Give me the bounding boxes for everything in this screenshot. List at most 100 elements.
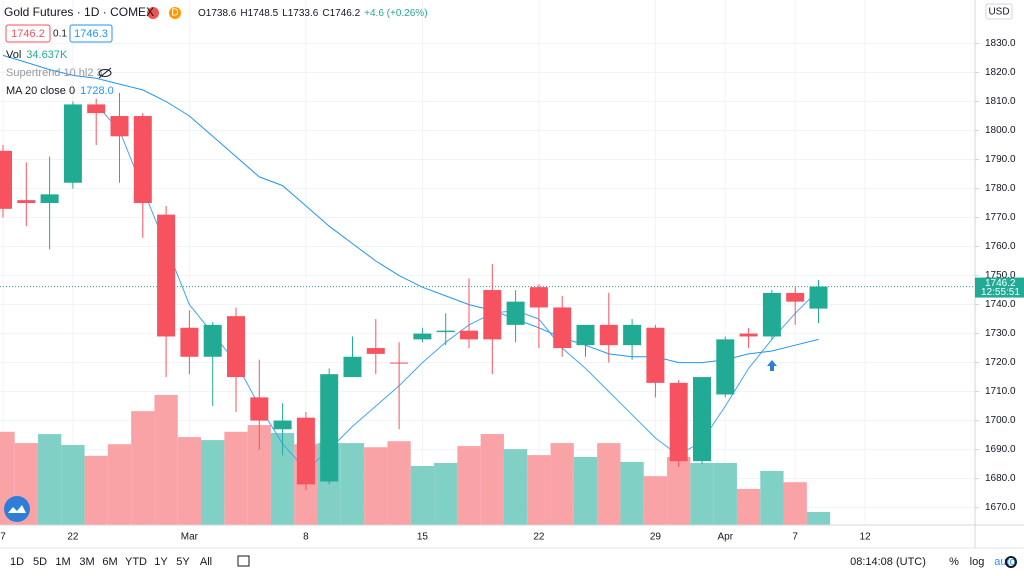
candle-body [529, 287, 548, 308]
volume-bar [457, 446, 481, 525]
x-tick-label: 22 [533, 532, 545, 543]
scale-button[interactable]: auto [994, 556, 1015, 568]
candle-body [366, 348, 385, 354]
calendar-icon[interactable] [237, 555, 250, 567]
candle-body [250, 397, 269, 421]
timeframe-button[interactable]: All [200, 556, 212, 568]
vol-value: 34.637K [26, 49, 68, 61]
volume-bar [340, 443, 365, 525]
ma-label: MA 20 close 0 [6, 85, 75, 97]
x-tick-label: 7 [792, 532, 798, 543]
timeframe-button[interactable]: 5Y [176, 556, 190, 568]
x-tick-label: 7 [0, 532, 6, 543]
y-tick-label: 1810.0 [985, 96, 1016, 107]
status-icon [147, 7, 159, 19]
volume-bar [480, 434, 504, 525]
y-tick-label: 1830.0 [985, 38, 1016, 49]
last-price-label: 1746.2 [985, 278, 1016, 289]
candle-body [320, 374, 339, 482]
eye-slash [98, 67, 112, 79]
buy-box[interactable] [69, 24, 113, 43]
supertrend-legend: Supertrend 10 hl2 3 [6, 67, 103, 79]
volume-bar [154, 395, 178, 525]
y-tick-label: 1730.0 [985, 328, 1016, 339]
x-tick-label: 15 [417, 532, 429, 543]
x-tick-label: 22 [67, 532, 79, 543]
ma-legend: MA 20 close 0 1728.0 [6, 85, 114, 97]
candle-body [716, 339, 735, 395]
candle-body [133, 116, 152, 204]
volume-bar [84, 455, 108, 525]
volume-bar [247, 425, 271, 525]
delay-letter: D [171, 8, 178, 19]
volume-bar [410, 466, 435, 525]
volume-bar [503, 449, 528, 525]
currency-box[interactable] [985, 3, 1013, 20]
candle-body [483, 290, 502, 340]
y-tick-label: 1800.0 [985, 125, 1016, 136]
candle-body [786, 292, 805, 302]
timeframe-button[interactable]: 5D [33, 556, 47, 568]
timeframe-button[interactable]: 3M [79, 556, 94, 568]
timeframe-button[interactable]: YTD [125, 556, 147, 568]
candle-body [623, 324, 642, 346]
candle-body [693, 377, 711, 462]
spread: 0.1 [53, 29, 67, 40]
volume-bar [224, 431, 248, 525]
y-tick-label: 1770.0 [985, 212, 1016, 223]
volume-bar [783, 482, 807, 525]
candle-body [809, 286, 828, 309]
y-tick-label: 1720.0 [985, 357, 1016, 368]
timeframe-button[interactable]: 1Y [154, 556, 168, 568]
ma-value: 1728.0 [80, 85, 114, 97]
timeframe-button[interactable]: 6M [102, 556, 117, 568]
eye-icon[interactable] [98, 69, 112, 77]
candle-body [599, 324, 618, 346]
ma-line [2, 54, 819, 364]
volume-bar [387, 441, 411, 525]
candle-body [203, 324, 222, 357]
bid: 1746.2 [11, 28, 45, 40]
candle-body [762, 292, 781, 337]
symbol-title: Gold Futures · 1D · COMEX [4, 5, 154, 19]
y-tick-label: 1740.0 [985, 299, 1016, 310]
candle-layer [0, 92, 828, 491]
volume-bar [713, 463, 737, 525]
candle-body [343, 356, 362, 378]
vol-legend: Vol 34.637K [6, 49, 68, 61]
volume-layer [0, 395, 831, 525]
close: C1746.2 [322, 8, 360, 19]
candle-body [180, 327, 199, 357]
candle-body [87, 104, 106, 114]
settings-icon[interactable] [1005, 556, 1017, 568]
vol-label: Vol [6, 49, 21, 61]
candle-body [273, 420, 292, 430]
y-tick-label: 1700.0 [985, 415, 1016, 426]
y-tick-label: 1790.0 [985, 154, 1016, 165]
volume-bar [643, 476, 668, 525]
volume-bar [177, 437, 202, 525]
candle-body [110, 116, 129, 137]
volume-bar [573, 456, 598, 525]
timeframe-button[interactable]: 1D [10, 556, 24, 568]
logo[interactable] [4, 496, 30, 522]
axis-layer: 1670.0 1680.0 1690.0 1700.0 1710.0 1720.0 1730… [0, 38, 1024, 543]
volume-bar [61, 444, 85, 525]
signal-arrow [767, 360, 777, 371]
candle-body [0, 150, 12, 209]
x-tick-label: Apr [718, 532, 734, 543]
scale-button[interactable]: log [970, 556, 985, 568]
candle-body [40, 194, 59, 204]
timeframe-button[interactable]: 1M [55, 556, 70, 568]
y-tick-label: 1750.0 [985, 270, 1016, 281]
currency: USD [988, 7, 1009, 18]
open: O1738.6 [198, 8, 237, 19]
candle-body [576, 324, 595, 346]
volume-bar [107, 444, 132, 525]
volume-bar [597, 443, 621, 525]
volume-bar [806, 511, 831, 525]
candle-body [669, 382, 688, 462]
scale-button[interactable]: % [949, 556, 959, 568]
sell-box[interactable] [5, 24, 51, 43]
